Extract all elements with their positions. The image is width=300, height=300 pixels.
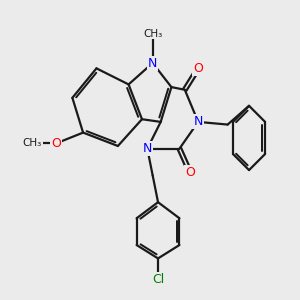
Text: O: O: [185, 166, 195, 179]
Text: O: O: [51, 137, 61, 150]
Text: Cl: Cl: [152, 273, 164, 286]
Text: N: N: [142, 142, 152, 155]
Text: CH₃: CH₃: [22, 138, 42, 148]
Text: O: O: [193, 62, 203, 75]
Text: CH₃: CH₃: [143, 28, 162, 39]
Text: N: N: [148, 56, 158, 70]
Text: N: N: [194, 116, 203, 128]
